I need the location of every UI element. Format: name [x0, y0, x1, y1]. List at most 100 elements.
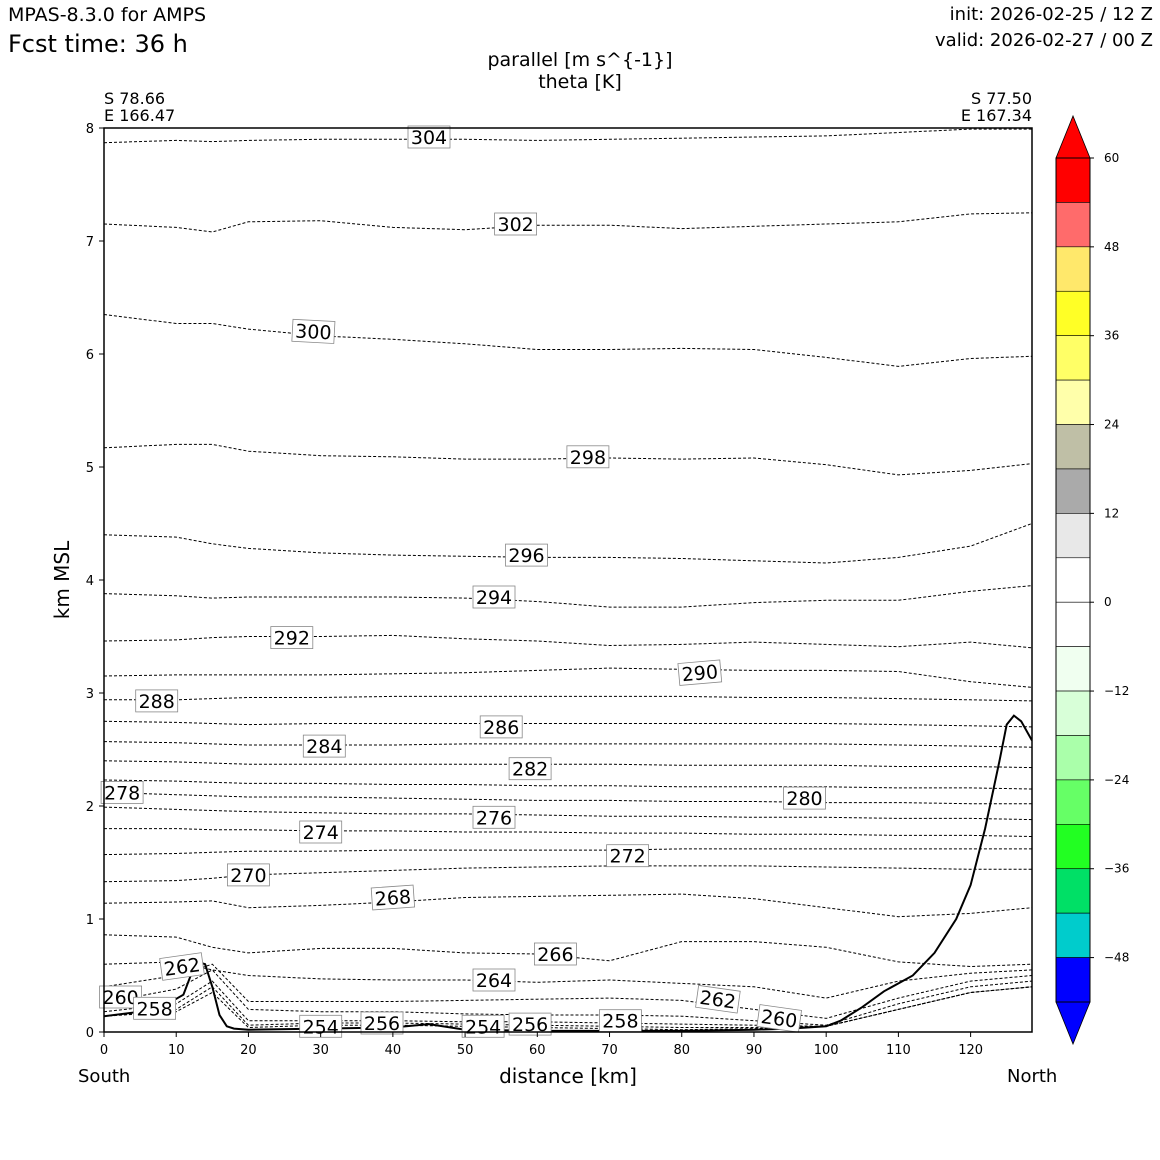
- contour-label-text: 288: [139, 691, 175, 713]
- theta-contour-290: [104, 667, 1032, 688]
- contour-label-text: 284: [306, 736, 342, 758]
- x-tick-label: 20: [240, 1043, 257, 1058]
- contour-label-276: 276: [472, 805, 516, 829]
- theta-contour-294: [104, 585, 1032, 608]
- y-tick-label: 1: [86, 913, 94, 928]
- contour-label-box: [159, 952, 205, 981]
- y-tick-label: 2: [86, 800, 94, 815]
- y-tick-label: 0: [86, 1026, 94, 1041]
- contour-label-box: [479, 715, 523, 739]
- x-tick-label: 110: [886, 1043, 911, 1058]
- x-tick-label: 40: [385, 1043, 402, 1058]
- north-label: North: [1007, 1066, 1058, 1087]
- colorbar-tick-label: −48: [1104, 951, 1129, 965]
- contour-label-box: [566, 445, 610, 469]
- colorbar-segment: [1055, 601, 1091, 647]
- contour-label-box: [756, 1004, 802, 1033]
- contour-label-box: [407, 125, 451, 149]
- theta-contour-272: [104, 848, 1032, 856]
- theta-contour-274: [104, 828, 1032, 837]
- contour-label-box: [606, 844, 649, 868]
- theta-contour-256: [104, 986, 1032, 1028]
- colorbar: 60 48 36 24 12 0 −12 −24 −36 −48: [1055, 114, 1129, 1046]
- x-axis-label: distance [km]: [499, 1064, 637, 1088]
- contour-label-text: 266: [537, 944, 573, 966]
- model-title: MPAS-8.3.0 for AMPS: [8, 4, 207, 26]
- contour-label-text: 276: [476, 807, 512, 829]
- colorbar-segment: [1055, 824, 1091, 870]
- theta-contour-302: [104, 212, 1032, 233]
- colorbar-segment: [1055, 513, 1091, 559]
- contour-label-text: 270: [230, 865, 266, 887]
- contour-group: [104, 128, 1032, 1032]
- y-tick-label: 6: [86, 348, 94, 363]
- contour-label-256: 256: [508, 1012, 552, 1036]
- contour-label-text: 258: [136, 998, 172, 1020]
- theta-contour-292: [104, 634, 1032, 649]
- end-lat: S 77.50: [970, 89, 1032, 108]
- contour-label-box: [695, 984, 741, 1014]
- colorbar-tick-label: 48: [1104, 240, 1119, 254]
- contour-label-box: [472, 968, 516, 992]
- theta-contour-268: [104, 893, 1032, 918]
- contour-label-text: 278: [104, 782, 140, 804]
- contour-label-text: 302: [497, 214, 533, 236]
- init-time: init: 2026-02-25 / 12 Z: [949, 4, 1153, 25]
- contour-label-text: 256: [512, 1014, 548, 1036]
- theta-contour-260: [104, 969, 1032, 1026]
- contour-label-box: [505, 543, 548, 567]
- colorbar-tick-label: 36: [1104, 329, 1119, 343]
- contour-label-text: 268: [374, 886, 412, 910]
- contour-label-296: 296: [505, 543, 548, 567]
- colorbar-tick-label: 0: [1104, 595, 1112, 609]
- contour-label-262: 262: [695, 984, 741, 1014]
- contour-label-box: [508, 757, 552, 781]
- contour-label-text: 296: [508, 545, 544, 567]
- theta-contour-264: [104, 961, 1032, 999]
- contour-label-box: [677, 659, 723, 686]
- y-tick-label: 5: [86, 461, 94, 476]
- colorbar-segment: [1055, 290, 1091, 336]
- colorbar-segment: [1055, 868, 1091, 914]
- contour-label-box: [370, 884, 416, 911]
- x-tick-label: 90: [746, 1043, 763, 1058]
- colorbar-segment: [1055, 424, 1091, 470]
- contour-label-258: 258: [133, 996, 177, 1020]
- theta-contour-254: [104, 986, 1032, 1031]
- contour-label-text: 304: [411, 127, 447, 149]
- x-tick-label: 10: [168, 1043, 185, 1058]
- x-tick-label: 60: [529, 1043, 546, 1058]
- contour-label-text: 254: [465, 1016, 501, 1038]
- contour-label-box: [472, 805, 516, 829]
- colorbar-segment: [1055, 468, 1091, 514]
- colorbar-tick-label: 24: [1104, 418, 1119, 432]
- contour-label-286: 286: [479, 715, 523, 739]
- contour-label-text: 274: [303, 822, 339, 844]
- colorbar-segment: [1055, 335, 1091, 381]
- contour-label-274: 274: [299, 820, 343, 844]
- contour-label-text: 286: [483, 717, 519, 739]
- contour-label-box: [494, 212, 537, 236]
- x-tick-label: 0: [100, 1043, 108, 1058]
- x-tick-label: 80: [673, 1043, 690, 1058]
- theta-contour-282: [104, 760, 1032, 769]
- contour-label-box: [100, 781, 144, 804]
- colorbar-segment: [1055, 246, 1091, 292]
- contour-label-256: 256: [360, 1011, 404, 1035]
- contour-label-290: 290: [677, 659, 723, 686]
- contour-label-box: [135, 689, 179, 713]
- theta-contour-304: [104, 128, 1032, 144]
- colorbar-tick-label: 12: [1104, 506, 1119, 520]
- contour-label-270: 270: [226, 863, 270, 887]
- colorbar-frame: [1055, 157, 1091, 1003]
- contour-label-text: 294: [476, 587, 512, 609]
- colorbar-segment: [1055, 646, 1091, 692]
- valid-time: valid: 2026-02-27 / 00 Z: [935, 30, 1153, 51]
- colorbar-segment: [1055, 735, 1091, 781]
- contour-label-268: 268: [370, 884, 416, 911]
- contour-label-box: [472, 585, 516, 609]
- contour-label-304: 304: [407, 125, 451, 149]
- colorbar-under-arrow: [1055, 1001, 1091, 1046]
- colorbar-tick-label: 60: [1104, 151, 1119, 165]
- contour-label-298: 298: [566, 445, 610, 469]
